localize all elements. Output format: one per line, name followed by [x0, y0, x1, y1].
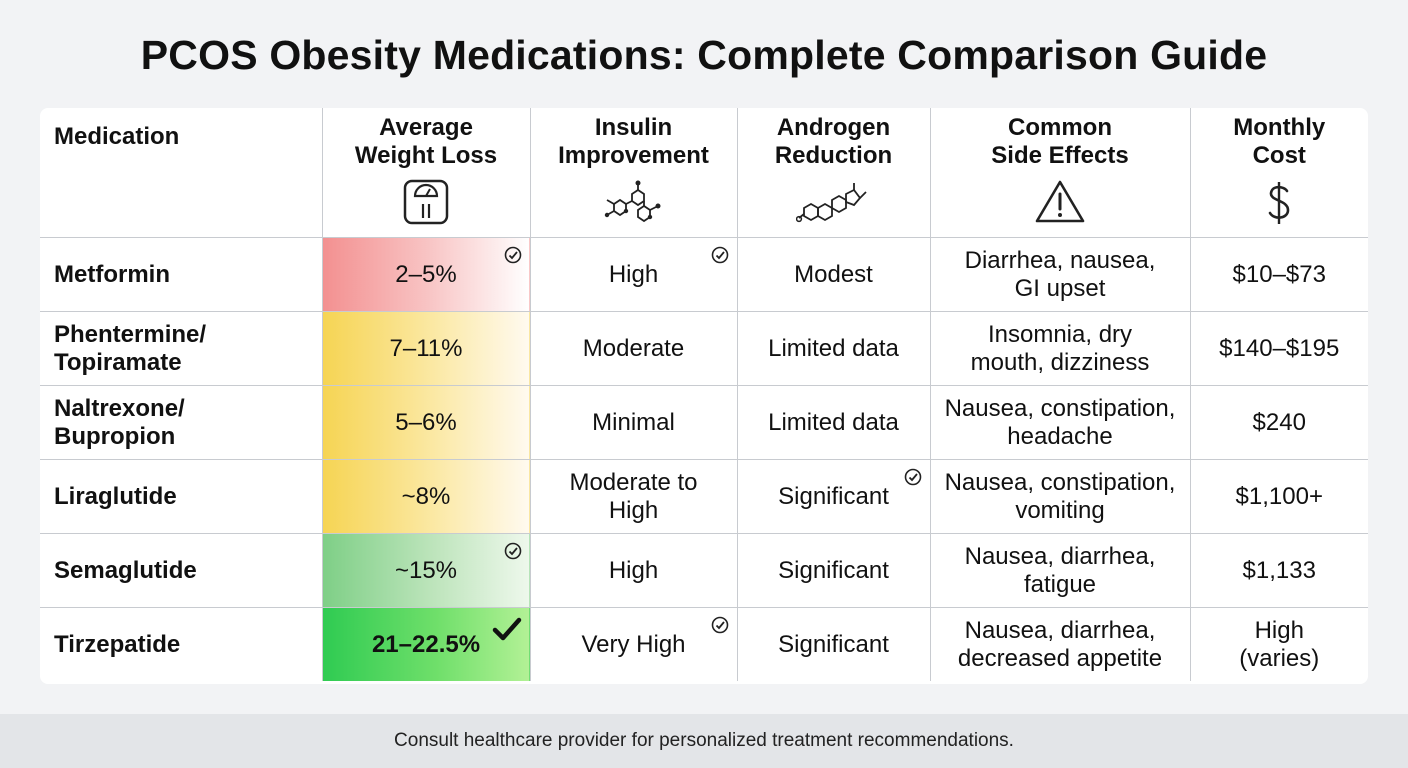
table-cell: $1,133	[1189, 533, 1368, 608]
medication-name: Liraglutide	[40, 459, 322, 534]
table-cell: 5–6%	[321, 385, 530, 460]
table-cell: ~15%	[321, 533, 530, 608]
table-cell: $140–$195	[1189, 311, 1368, 386]
table-row: Phentermine/ Topiramate 7–11% Moderate Limi…	[40, 311, 1368, 386]
scale-icon	[403, 179, 449, 225]
table-cell: ~8%	[321, 459, 530, 534]
table-cell: $10–$73	[1189, 237, 1368, 312]
table-head: Medication Average Weight Loss Insulin Imp…	[40, 108, 1368, 238]
column-header: Insulin Improvement	[529, 108, 737, 238]
table-cell: Diarrhea, nausea, GI upset	[929, 237, 1190, 312]
table-cell: Nausea, diarrhea, decreased appetite	[929, 607, 1190, 681]
check-icon-large	[492, 617, 521, 641]
table-cell: 2–5%	[321, 237, 530, 312]
comparison-table: Medication Average Weight Loss Insulin Imp…	[40, 108, 1368, 684]
table-body: Metformin 2–5% High Modest Diarrhea, nausea,…	[40, 237, 1368, 681]
table-row: Liraglutide ~8% Moderate to High Significan…	[40, 459, 1368, 534]
table-cell: Insomnia, dry mouth, dizziness	[929, 311, 1190, 386]
column-header-text: Average Weight Loss	[354, 114, 498, 169]
table-cell: $240	[1189, 385, 1368, 460]
column-header-text: Monthly Cost	[1233, 114, 1326, 169]
table-cell: 7–11%	[321, 311, 530, 386]
column-header: Common Side Effects	[929, 108, 1190, 238]
table-cell: Nausea, diarrhea, fatigue	[929, 533, 1190, 608]
table-cell: Significant	[736, 533, 930, 608]
column-header-text: Medication	[54, 122, 180, 150]
medication-name: Phentermine/ Topiramate	[40, 311, 322, 386]
medication-name: Tirzepatide	[40, 607, 322, 681]
column-header-text: Androgen Reduction	[774, 114, 893, 169]
table-cell: Nausea, constipation, headache	[929, 385, 1190, 460]
check-icon	[711, 616, 728, 634]
footer: Consult healthcare provider for personal…	[0, 714, 1408, 768]
medication-name: Semaglutide	[40, 533, 322, 608]
table-cell: Significant	[736, 459, 930, 534]
table-cell: Very High	[529, 607, 737, 681]
medication-name: Naltrexone/ Bupropion	[40, 385, 322, 460]
check-icon	[504, 246, 521, 264]
steroid-icon	[795, 183, 867, 223]
warning-icon	[1035, 180, 1085, 223]
table-row: Tirzepatide 21–22.5% Very High Significant N…	[40, 607, 1368, 681]
table: Medication Average Weight Loss Insulin Imp…	[40, 108, 1368, 681]
table-row: Naltrexone/ Bupropion 5–6% Minimal Limited …	[40, 385, 1368, 460]
column-header: Monthly Cost	[1189, 108, 1368, 238]
check-icon	[504, 542, 521, 560]
table-cell: Limited data	[736, 311, 930, 386]
column-header-text: Common Side Effects	[991, 114, 1129, 169]
header-row: Medication Average Weight Loss Insulin Imp…	[40, 108, 1368, 238]
table-cell: High	[529, 533, 737, 608]
table-cell: High	[529, 237, 737, 312]
column-header: Androgen Reduction	[736, 108, 930, 238]
column-header-text: Insulin Improvement	[558, 114, 709, 169]
table-cell: Nausea, constipation, vomiting	[929, 459, 1190, 534]
column-header: Medication	[40, 108, 322, 238]
title: PCOS Obesity Medications: Complete Compa…	[140, 32, 1268, 78]
dollar-icon	[1268, 182, 1290, 224]
molecule-icon	[604, 180, 660, 223]
table-cell: Limited data	[736, 385, 930, 460]
table-cell: $1,100+	[1189, 459, 1368, 534]
table-row: Metformin 2–5% High Modest Diarrhea, nausea,…	[40, 237, 1368, 312]
table-cell: High (varies)	[1189, 607, 1368, 681]
table-cell: Moderate to High	[529, 459, 737, 534]
table-cell: 21–22.5%	[321, 607, 530, 681]
medication-name: Metformin	[40, 237, 322, 312]
table-cell: Significant	[736, 607, 930, 681]
column-header: Average Weight Loss	[321, 108, 530, 238]
table-cell: Moderate	[529, 311, 737, 386]
check-icon	[904, 468, 921, 486]
table-cell: Modest	[736, 237, 930, 312]
table-row: Semaglutide ~15% High Significant Nausea, di…	[40, 533, 1368, 608]
table-cell: Minimal	[529, 385, 737, 460]
check-icon	[711, 246, 728, 264]
